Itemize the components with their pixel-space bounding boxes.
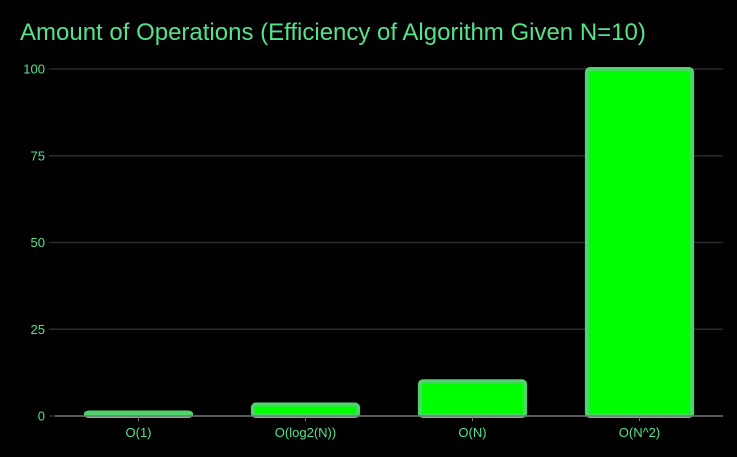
chart-title: Amount of Operations (Efficiency of Algo… [20,19,646,46]
bars [83,67,695,419]
y-tick-label: 25 [31,322,45,337]
y-tick-label: 100 [23,62,45,77]
y-tick-label: 75 [31,148,45,163]
bar[interactable] [250,402,361,419]
axes [55,415,723,421]
x-tick-label: O(1) [126,425,152,440]
tick-labels: 0 25 50 75 100 O(1) O(log2(N)) O(N) O(N^2) [23,62,660,441]
x-tick-label: O(log2(N)) [275,425,336,440]
bar[interactable] [584,67,695,418]
bar[interactable] [417,379,528,418]
x-tick-label: O(N^2) [619,425,661,440]
x-tick-label: O(N) [458,425,486,440]
y-tick-label: 50 [31,235,45,250]
y-tick-label: 0 [38,409,45,424]
